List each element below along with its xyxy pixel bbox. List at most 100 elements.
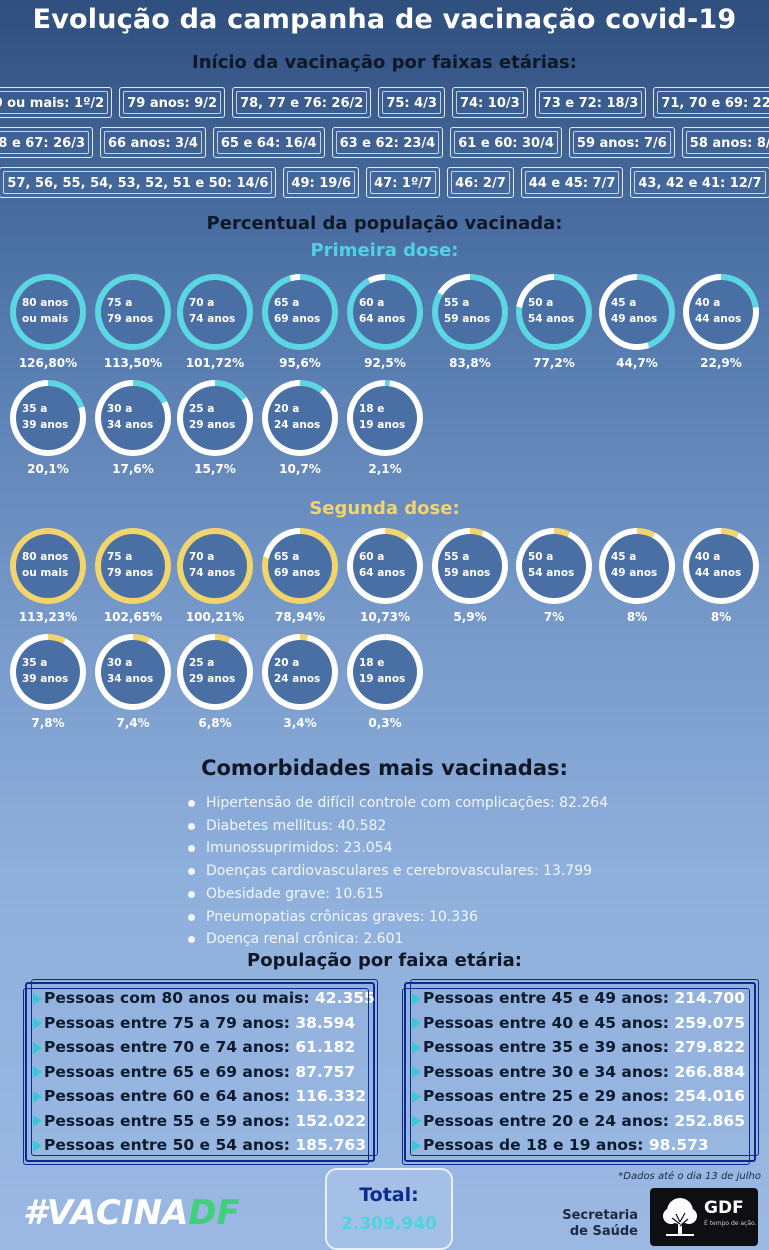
progress-ring: 55 a 59 anos (432, 274, 508, 350)
population-label: Pessoas entre 60 e 64 anos: (44, 1087, 290, 1105)
population-row: Pessoas entre 65 e 69 anos: 87.757 (33, 1060, 355, 1084)
population-label: Pessoas entre 30 e 34 anos: (423, 1062, 669, 1081)
ring-percent: 5,9% (453, 610, 487, 624)
comorbidity-item: Doenças cardiovasculares e cerebrovascul… (187, 860, 608, 883)
arrow-icon (412, 1090, 421, 1103)
hashtag: #VACINADF (23, 1193, 240, 1233)
tree-logo-icon (663, 1198, 697, 1236)
population-row: Pessoas entre 40 e 45 anos: 259.075 (412, 1011, 745, 1035)
ring-center (183, 640, 247, 704)
start-date-pill: 68 e 67: 26/3 (0, 127, 93, 158)
arrow-icon (412, 1041, 421, 1054)
start-dates-row: 57, 56, 55, 54, 53, 52, 51 e 50: 14/6 49:… (0, 167, 769, 198)
population-heading: População por faixa etária: (247, 950, 522, 971)
progress-ring: 25 a 29 anos (177, 380, 253, 456)
comorbidity-item: Doença renal crônica: 2.601 (187, 928, 608, 951)
start-dates-row: 80 ou mais: 1º/279 anos: 9/278, 77 e 76:… (0, 87, 769, 118)
hashtag-part1: #VACINA (23, 1193, 189, 1233)
progress-ring: 40 a 44 anos (683, 274, 759, 350)
progress-ring: 20 a 24 anos (262, 380, 338, 456)
ring-center (268, 280, 332, 344)
ring-percent: 77,2% (533, 356, 575, 370)
progress-ring: 18 e 19 anos (347, 380, 423, 456)
progress-ring: 20 a 24 anos (262, 634, 338, 710)
secretaria-logo: Secretaria de Saúde (562, 1208, 638, 1239)
ring-age-label: 40 a 44 anos (695, 297, 742, 325)
start-date-pill: 74: 10/3 (451, 87, 528, 118)
ring-percent: 113,50% (103, 356, 163, 370)
start-date-pill: 73 e 72: 18/3 (534, 87, 647, 118)
ring-center (522, 280, 586, 344)
ring-center (183, 534, 247, 598)
progress-ring: 75 a 79 anos (95, 274, 171, 350)
ring-age-label: 65 a 69 anos (274, 297, 321, 325)
ring-percent: 44,7% (616, 356, 658, 370)
ring-age-label: 40 a 44 anos (695, 551, 742, 579)
comorbidity-item: Hipertensão de difícil controle com comp… (187, 792, 608, 815)
population-row: Pessoas de 18 e 19 anos: 98.573 (412, 1133, 709, 1157)
ring-percent: 17,6% (112, 462, 154, 476)
start-date-pill: 44 e 45: 7/7 (520, 167, 624, 198)
population-value: 152.022 (295, 1111, 366, 1130)
ring-center (353, 534, 417, 598)
population-row: Pessoas entre 75 a 79 anos: 38.594 (33, 1011, 355, 1035)
population-row: Pessoas entre 20 e 24 anos: 252.865 (412, 1109, 745, 1133)
second-dose-heading: Segunda dose: (309, 498, 460, 519)
progress-ring: 70 a 74 anos (177, 274, 253, 350)
ring-percent: 83,8% (449, 356, 491, 370)
ring-center (605, 534, 669, 598)
population-value: 259.075 (674, 1013, 745, 1032)
ring-percent: 2,1% (368, 462, 402, 476)
comorbidity-item: Obesidade grave: 10.615 (187, 883, 608, 906)
population-row: Pessoas entre 60 e 64 anos: 116.332 (33, 1084, 366, 1108)
ring-center (522, 534, 586, 598)
ring-age-label: 30 a 34 anos (107, 657, 154, 685)
ring-center (183, 386, 247, 450)
population-box-right: Pessoas entre 45 e 49 anos: 214.700 Pesso… (402, 979, 759, 1165)
start-heading: Início da vacinação por faixas etárias: (192, 52, 577, 73)
ring-age-label: 45 a 49 anos (611, 551, 658, 579)
arrow-icon (33, 1017, 42, 1029)
ring-percent: 126,80% (18, 356, 78, 370)
comorbidities-heading: Comorbidades mais vacinadas: (201, 756, 568, 780)
population-label: Pessoas entre 75 a 79 anos: (44, 1013, 290, 1032)
population-value: 254.016 (674, 1087, 745, 1105)
population-label: Pessoas de 18 e 19 anos: (423, 1136, 644, 1154)
ring-age-label: 18 e 19 anos (359, 403, 406, 431)
progress-ring: 55 a 59 anos (432, 528, 508, 604)
start-date-pill: 57, 56, 55, 54, 53, 52, 51 e 50: 14/6 (0, 167, 277, 198)
population-row: Pessoas com 80 anos ou mais: 42.355 (33, 986, 375, 1010)
ring-center (16, 280, 80, 344)
population-value: 42.355 (315, 989, 375, 1007)
comorbidity-item: Diabetes mellitus: 40.582 (187, 815, 608, 838)
ring-center (353, 280, 417, 344)
progress-ring: 30 a 34 anos (95, 634, 171, 710)
ring-percent: 102,65% (103, 610, 163, 624)
arrow-icon (33, 1066, 42, 1078)
start-date-pill: 75: 4/3 (378, 87, 445, 118)
population-label: Pessoas entre 45 e 49 anos: (423, 989, 669, 1007)
start-date-pill: 78, 77 e 76: 26/2 (232, 87, 372, 118)
progress-ring: 60 a 64 anos (347, 528, 423, 604)
progress-ring: 30 a 34 anos (95, 380, 171, 456)
ring-percent: 101,72% (185, 356, 245, 370)
ring-age-label: 80 anos ou mais (22, 551, 69, 579)
ring-percent: 20,1% (27, 462, 69, 476)
ring-age-label: 35 a 39 anos (22, 657, 69, 685)
ring-age-label: 60 a 64 anos (359, 297, 406, 325)
ring-center (101, 534, 165, 598)
progress-ring: 45 a 49 anos (599, 528, 675, 604)
ring-age-label: 50 a 54 anos (528, 297, 575, 325)
arrow-icon (412, 1115, 421, 1127)
population-value: 266.884 (674, 1062, 745, 1081)
ring-percent: 100,21% (185, 610, 245, 624)
population-value: 214.700 (674, 989, 745, 1007)
ring-center (268, 386, 332, 450)
ring-center (689, 534, 753, 598)
progress-ring: 50 a 54 anos (516, 528, 592, 604)
population-value: 38.594 (295, 1013, 356, 1032)
ring-percent: 22,9% (700, 356, 742, 370)
population-row: Pessoas entre 30 e 34 anos: 266.884 (412, 1060, 745, 1084)
start-date-pill: 71, 70 e 69: 22/3 (653, 87, 769, 118)
population-row: Pessoas entre 25 e 29 anos: 254.016 (412, 1084, 745, 1108)
